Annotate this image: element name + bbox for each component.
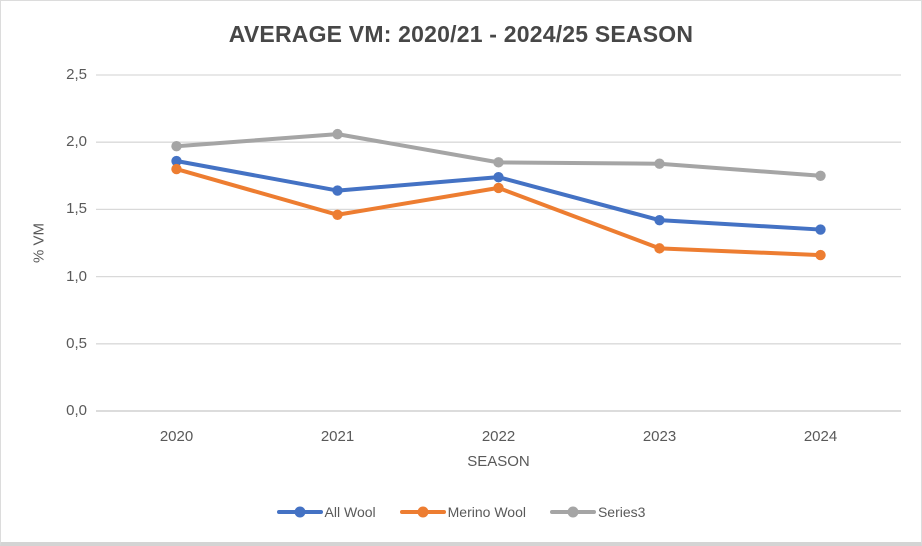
data-point-all-wool xyxy=(815,224,826,235)
legend-item-series3: Series3 xyxy=(549,504,646,520)
data-point-merino-wool xyxy=(171,163,182,175)
legend-item-all-wool: All Wool xyxy=(276,504,376,520)
data-point-series3 xyxy=(171,141,182,152)
legend: All Wool Merino Wool Series3 xyxy=(1,504,921,520)
data-point-all-wool xyxy=(171,155,182,167)
legend-label: Merino Wool xyxy=(447,504,526,520)
legend-line-marker-icon xyxy=(549,506,596,518)
legend-item-merino-wool: Merino Wool xyxy=(399,504,526,520)
y-tick-label: 1,0 xyxy=(66,267,87,285)
data-point-series3 xyxy=(493,157,504,168)
data-point-series3 xyxy=(654,158,665,169)
chart-title: AVERAGE VM: 2020/21 - 2024/25 SEASON xyxy=(228,21,694,47)
x-tick-label: 2021 xyxy=(320,428,355,445)
data-point-merino-wool xyxy=(654,243,665,254)
y-tick-label: 0,0 xyxy=(66,402,87,419)
x-tick-label: 2022 xyxy=(481,428,516,445)
y-tick-label: 0,5 xyxy=(66,334,87,352)
x-tick-label: 2020 xyxy=(159,428,194,445)
data-point-all-wool xyxy=(654,214,665,226)
legend-line-marker-icon xyxy=(276,506,323,518)
legend-label: Series3 xyxy=(597,504,646,520)
data-point-series3 xyxy=(815,170,826,181)
data-point-series3 xyxy=(332,128,343,140)
series-line-series3 xyxy=(174,132,823,178)
data-point-merino-wool xyxy=(815,249,826,261)
y-tick-label: 2,5 xyxy=(66,66,87,83)
data-point-all-wool xyxy=(332,185,343,196)
data-point-merino-wool xyxy=(332,209,343,220)
y-tick-label: 2,0 xyxy=(66,133,87,151)
data-point-merino-wool xyxy=(493,182,504,194)
y-axis-title: % VM xyxy=(30,222,48,264)
x-tick-label: 2023 xyxy=(642,428,677,445)
legend-label: All Wool xyxy=(324,504,376,520)
legend-line-marker-icon xyxy=(399,506,446,518)
y-tick-label: 1,5 xyxy=(66,200,87,218)
x-axis-title: SEASON xyxy=(467,453,530,470)
x-tick-label: 2024 xyxy=(803,428,838,445)
data-point-all-wool xyxy=(493,171,504,183)
